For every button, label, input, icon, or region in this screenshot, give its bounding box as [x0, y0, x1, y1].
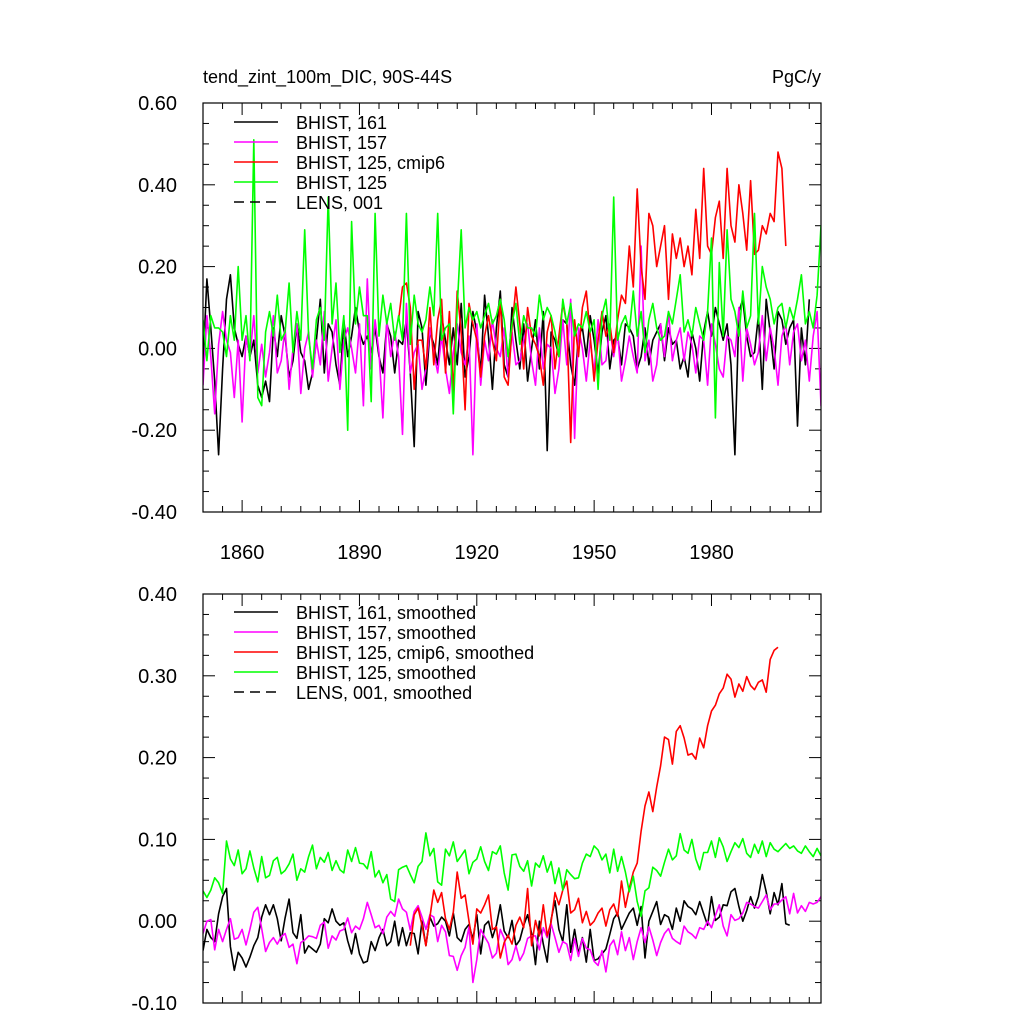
x-tick-label: 1890	[337, 542, 382, 564]
y-tick-label: 0.60	[138, 93, 177, 115]
series-group	[203, 139, 821, 456]
y-tick-label: -0.40	[131, 502, 177, 524]
legend-label: BHIST, 157, smoothed	[296, 623, 476, 643]
top-chart-panel: tend_zint_100m_DIC, 90S-44S PgC/y -0.40 -0.…	[131, 67, 822, 564]
legend-label: BHIST, 161	[296, 113, 387, 133]
legend-label: LENS, 001	[296, 193, 383, 213]
series-line-bhist-125-cmip6-smoothed	[409, 646, 779, 959]
legend-label: BHIST, 125	[296, 173, 387, 193]
y-tick-label: 0.40	[138, 584, 177, 606]
series-line-bhist-125-cmip6	[397, 151, 787, 444]
y-tick-label: -0.10	[131, 993, 177, 1015]
y-tick-label: -0.20	[131, 420, 177, 442]
plot-frame	[202, 102, 822, 513]
series-line-bhist-125-smoothed	[203, 832, 821, 918]
y-tick-label: 0.10	[138, 829, 177, 851]
y-tick-label: 0.00	[138, 338, 177, 360]
series-line-bhist-157	[203, 245, 821, 456]
y-tick-label: 0.20	[138, 748, 177, 770]
y-tick-label: 0.00	[138, 911, 177, 933]
y-tick-label: 0.20	[138, 257, 177, 279]
units-label: PgC/y	[772, 67, 821, 87]
series-line-bhist-161-smoothed	[203, 873, 791, 972]
legend-label: LENS, 001, smoothed	[296, 683, 472, 703]
x-tick-label: 1980	[689, 542, 734, 564]
legend-label: BHIST, 157	[296, 133, 387, 153]
x-tick-label: 1920	[455, 542, 500, 564]
legend-label: BHIST, 125, cmip6	[296, 153, 445, 173]
x-tick-label: 1860	[220, 542, 265, 564]
legend-label: BHIST, 125, smoothed	[296, 663, 476, 683]
legend-label: BHIST, 161, smoothed	[296, 603, 476, 623]
y-tick-label: 0.40	[138, 175, 177, 197]
series-group	[203, 646, 821, 984]
chart-title: tend_zint_100m_DIC, 90S-44S	[203, 67, 452, 88]
y-tick-label: 0.30	[138, 666, 177, 688]
x-tick-label: 1950	[572, 542, 617, 564]
series-line-bhist-157-smoothed	[203, 892, 821, 984]
legend-label: BHIST, 125, cmip6, smoothed	[296, 643, 534, 663]
bottom-chart-panel: -0.10 0.00 0.10 0.20 0.30 0.40 BHIST, 161, smo…	[131, 584, 822, 1015]
series-line-bhist-125	[203, 139, 821, 432]
plot-frame	[202, 593, 822, 1004]
